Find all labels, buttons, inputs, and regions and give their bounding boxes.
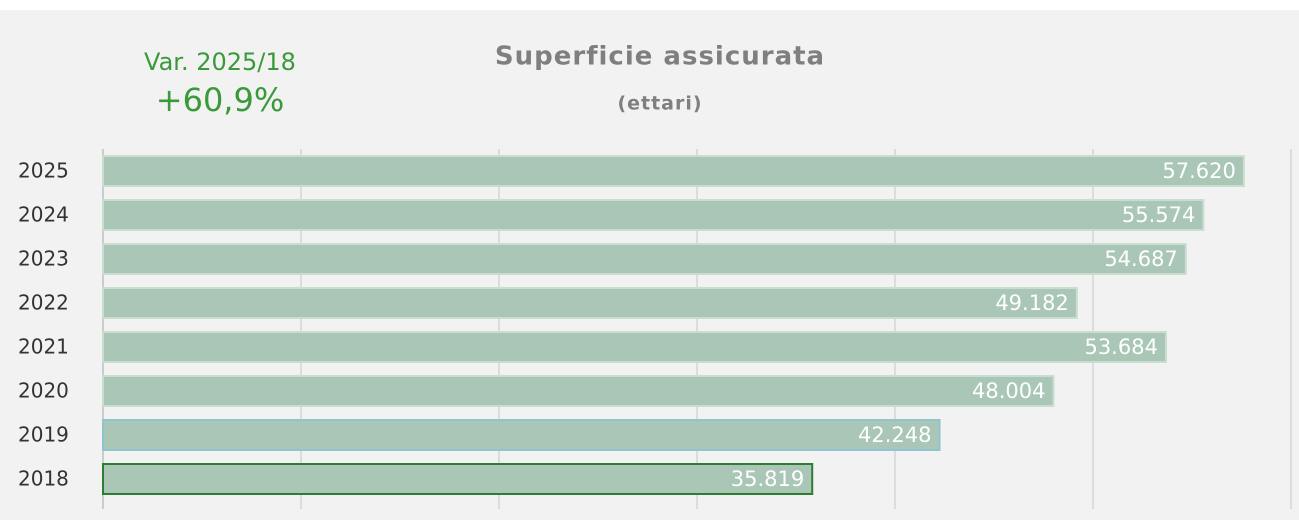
annotation: Var. 2025/18	[144, 48, 296, 76]
data-label: 54.687	[1104, 247, 1177, 271]
data-label: 42.248	[858, 423, 931, 447]
chart-title: Superficie assicurata	[495, 42, 825, 72]
data-label: 49.182	[995, 291, 1068, 315]
bar	[102, 375, 1055, 407]
chart-subtitle: (ettari)	[617, 93, 702, 115]
bar	[102, 243, 1187, 275]
y-tick-label: 2021	[18, 335, 69, 359]
bar	[102, 419, 941, 451]
data-label: 48.004	[972, 379, 1045, 403]
bar	[102, 463, 814, 495]
y-tick-label: 2023	[18, 247, 69, 271]
bar	[102, 155, 1245, 187]
y-tick-label: 2024	[18, 203, 69, 227]
data-label: 57.620	[1162, 159, 1235, 183]
bar	[102, 331, 1167, 363]
y-tick-label: 2018	[18, 467, 69, 491]
bar	[102, 199, 1205, 231]
y-tick-label: 2019	[18, 423, 69, 447]
data-label: 53.684	[1084, 335, 1157, 359]
y-tick-label: 2025	[18, 159, 69, 183]
data-label: 55.574	[1122, 203, 1195, 227]
annotation: +60,9%	[156, 81, 284, 119]
y-tick-label: 2020	[18, 379, 69, 403]
data-label: 35.819	[731, 467, 804, 491]
bar	[102, 287, 1078, 319]
y-tick-label: 2022	[18, 291, 69, 315]
